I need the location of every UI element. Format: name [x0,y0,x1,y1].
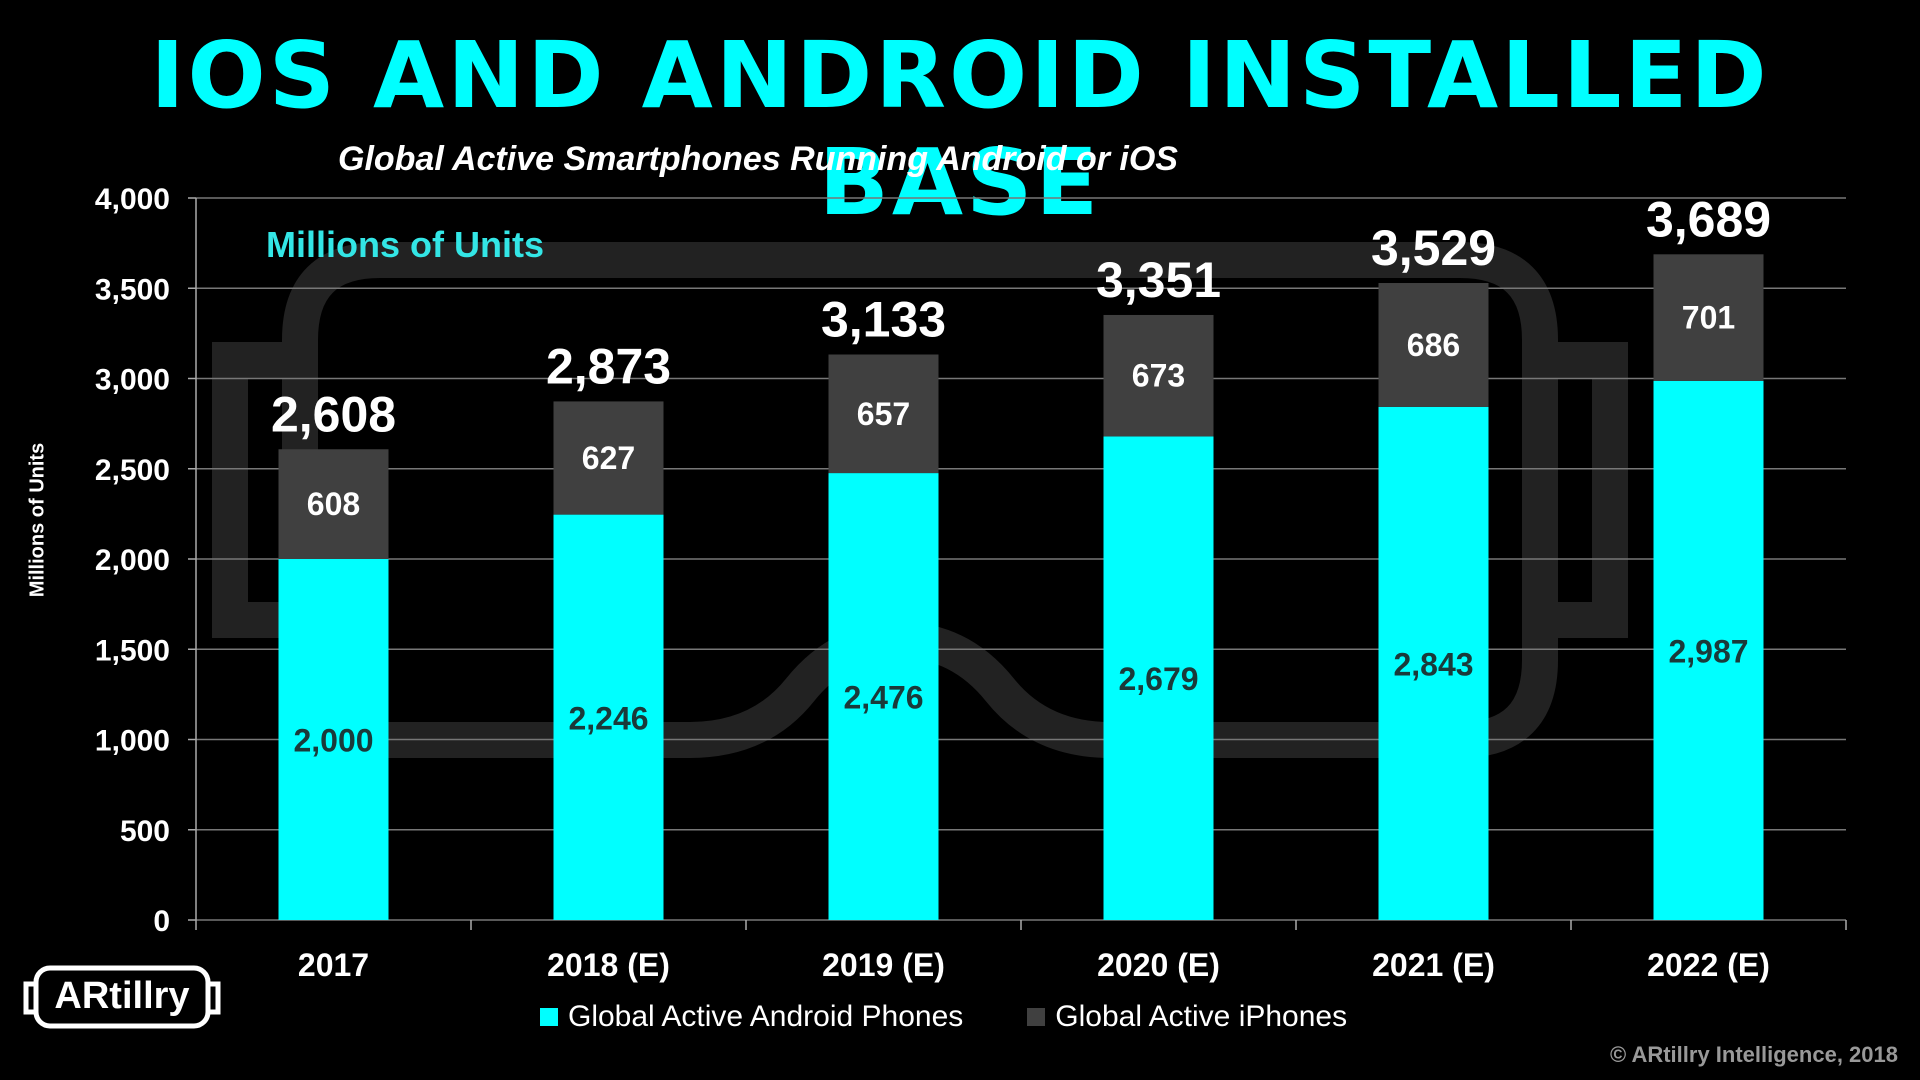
y-tick-label: 2,500 [95,454,170,487]
y-tick-label: 1,000 [95,725,170,758]
chart-subtitle: Global Active Smartphones Running Androi… [338,140,1178,178]
data-label-total: 2,608 [271,386,396,442]
grid-lines [188,197,1847,930]
y-tick-label: 4,000 [95,183,170,216]
data-label-total: 3,351 [1096,252,1221,308]
data-label-android: 2,843 [1393,646,1473,682]
x-tick-label: 2020 (E) [1097,947,1220,983]
x-tick-label: 2018 (E) [547,947,670,983]
data-label-android: 2,476 [843,680,923,716]
data-label-android: 2,000 [293,723,373,759]
bar-android [1103,436,1214,920]
data-label-android: 2,679 [1118,661,1198,697]
bar-iphone [828,354,939,474]
x-tick-label: 2021 (E) [1372,947,1495,983]
chart-title: IOS AND ANDROID INSTALLED BASE [150,22,1770,236]
legend-swatch-iphone [1027,1008,1046,1026]
bars-group [278,254,1764,920]
data-label-total: 2,873 [546,338,671,394]
y-axis-label: Millions of Units [26,442,49,598]
bar-android [278,559,389,920]
legend-label-android: Global Active Android Phones [568,1000,964,1033]
bar-android [1653,380,1764,920]
bar-iphone [1103,314,1214,437]
y-tick-label: 3,500 [95,273,170,306]
legend: Global Active Android Phones Global Acti… [540,1000,1347,1034]
units-note: Millions of Units [266,224,544,265]
y-tick-label: 0 [153,905,170,938]
bar-iphone [553,401,664,515]
data-label-iphone: 701 [1682,300,1735,336]
labels-group: 0 500 1,000 1,500 2,000 2,500 3,000 3,500 4,000 2… [95,183,1771,983]
copyright-notice: © ARtillry Intelligence, 2018 [1609,1042,1898,1067]
data-label-iphone: 686 [1407,327,1460,363]
bar-iphone [1378,283,1489,407]
bar-iphone [1653,254,1764,381]
logo-frame [23,965,221,1029]
legend-swatch-android [540,1008,558,1026]
bar-android [553,514,664,920]
data-label-iphone: 608 [307,486,360,522]
x-tick-label: 2022 (E) [1647,947,1770,983]
legend-item-android: Global Active Android Phones [540,1000,963,1034]
data-label-total: 3,529 [1371,220,1496,276]
logo-text: ARtillry [54,975,190,1017]
data-label-iphone: 673 [1132,358,1185,394]
y-tick-label: 2,000 [95,544,170,577]
data-label-iphone: 657 [857,396,910,432]
x-tick-label: 2017 [298,947,369,983]
data-label-total: 3,689 [1646,191,1771,247]
data-label-iphone: 627 [582,440,635,476]
y-tick-label: 3,000 [95,364,170,397]
x-tick-label: 2019 (E) [822,947,945,983]
bar-iphone [278,449,389,559]
data-label-android: 2,987 [1668,633,1748,669]
bar-android [828,473,939,920]
data-label-android: 2,246 [568,700,648,736]
y-tick-label: 500 [120,815,170,848]
y-tick-label: 1,500 [95,634,170,667]
legend-item-iphone: Global Active iPhones [1027,1000,1347,1034]
data-label-total: 3,133 [821,291,946,347]
artillry-logo: ARtillry [22,962,222,1032]
bar-android [1378,406,1489,920]
legend-label-iphone: Global Active iPhones [1055,1000,1348,1033]
